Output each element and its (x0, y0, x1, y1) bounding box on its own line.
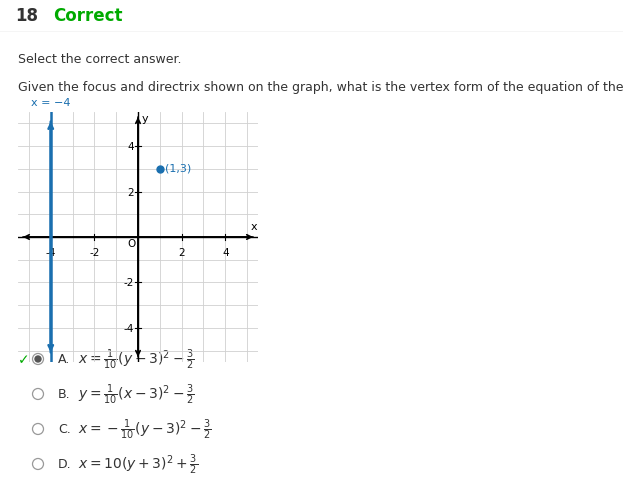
Text: O: O (128, 239, 136, 249)
Text: $y = \frac{1}{10}(x - 3)^2 - \frac{3}{2}$: $y = \frac{1}{10}(x - 3)^2 - \frac{3}{2}… (78, 382, 194, 406)
Circle shape (35, 356, 41, 362)
Text: -4: -4 (123, 323, 134, 333)
Text: Given the focus and directrix shown on the graph, what is the vertex form of the: Given the focus and directrix shown on t… (18, 81, 623, 94)
Text: 2: 2 (178, 248, 185, 257)
Text: -2: -2 (89, 248, 100, 257)
Text: 2: 2 (127, 187, 134, 197)
Text: C.: C. (58, 423, 71, 436)
Text: (1,3): (1,3) (165, 163, 191, 173)
Text: Select the correct answer.: Select the correct answer. (18, 53, 181, 66)
Text: $x = \frac{1}{10}(y - 3)^2 - \frac{3}{2}$: $x = \frac{1}{10}(y - 3)^2 - \frac{3}{2}… (78, 347, 194, 371)
Text: ✓: ✓ (18, 352, 30, 366)
Text: Correct: Correct (53, 7, 123, 26)
Text: y: y (142, 114, 148, 124)
Text: 4: 4 (127, 142, 134, 152)
Text: x: x (250, 222, 257, 232)
Text: 18: 18 (16, 7, 39, 26)
Text: -2: -2 (123, 278, 134, 288)
Text: -4: -4 (45, 248, 56, 257)
Text: $x = 10(y + 3)^2 + \frac{3}{2}$: $x = 10(y + 3)^2 + \frac{3}{2}$ (78, 452, 198, 476)
Text: $x = -\frac{1}{10}(y - 3)^2 - \frac{3}{2}$: $x = -\frac{1}{10}(y - 3)^2 - \frac{3}{2… (78, 417, 212, 441)
Text: x = −4: x = −4 (31, 98, 70, 108)
Text: B.: B. (58, 388, 70, 401)
Text: A.: A. (58, 353, 70, 366)
Text: D.: D. (58, 457, 72, 470)
Text: 4: 4 (222, 248, 229, 257)
